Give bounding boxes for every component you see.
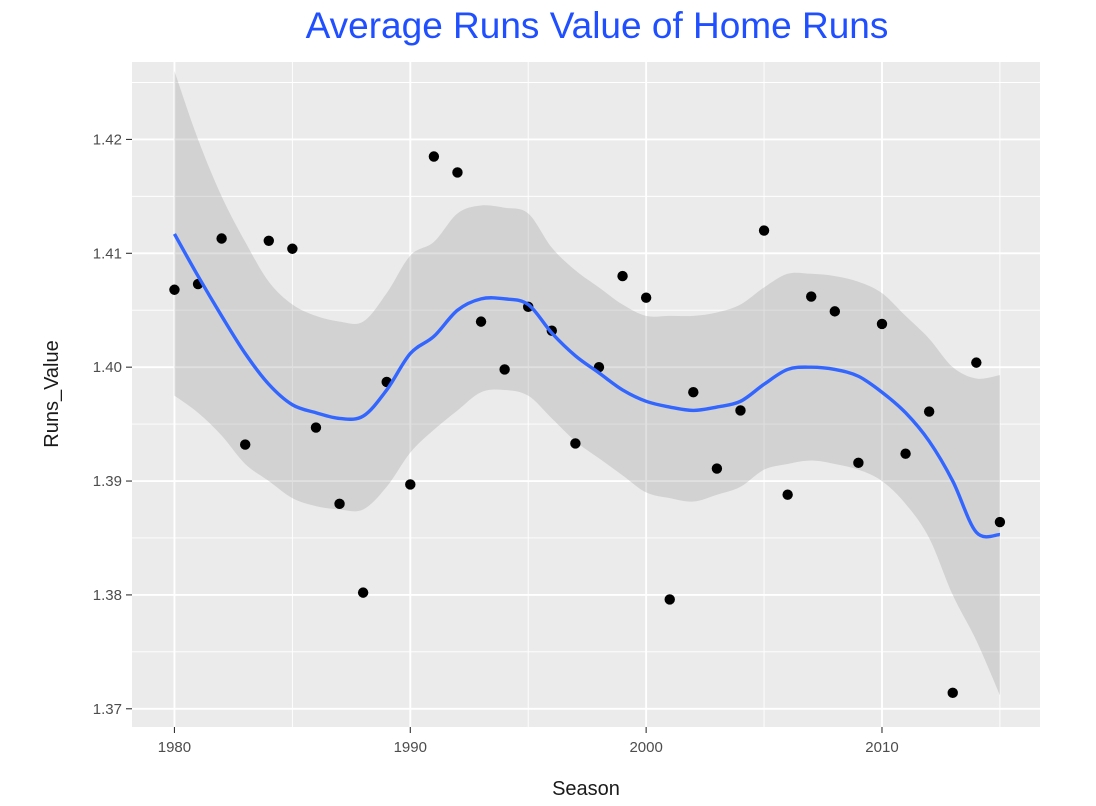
data-point-1999: [617, 270, 628, 282]
data-point-2014: [971, 357, 982, 368]
x-tick-label-2: 2000: [629, 739, 662, 756]
data-point-2003: [711, 463, 723, 474]
data-point-2000: [640, 292, 652, 303]
x-axis-title: Season: [552, 778, 620, 800]
data-point-1984: [263, 235, 274, 246]
data-point-1991: [428, 151, 440, 162]
grid-major: [132, 62, 1040, 727]
y-tick-label-5: 1.42: [93, 131, 122, 148]
data-point-1987: [334, 498, 345, 510]
data-point-2001: [664, 594, 675, 605]
smooth-line: [172, 233, 1001, 539]
data-point-2013: [947, 687, 958, 699]
y-tick-label-4: 1.41: [93, 245, 122, 262]
data-point-2008: [829, 306, 841, 317]
data-point-2002: [688, 387, 699, 398]
x-tick-label-1: 1990: [394, 739, 427, 756]
data-point-2006: [782, 489, 793, 500]
y-tick-label-2: 1.39: [93, 473, 122, 490]
x-tick-label-3: 2010: [865, 739, 898, 756]
data-point-1980: [169, 284, 180, 295]
chart-title: Average Runs Value of Home Runs: [306, 5, 889, 46]
data-point-2015: [994, 516, 1006, 528]
x-tick-label-0: 1980: [158, 739, 191, 756]
data-point-2005: [758, 225, 770, 236]
data-point-2010: [876, 318, 888, 330]
data-point-1997: [570, 438, 581, 449]
data-point-1986: [310, 422, 322, 433]
data-point-2012: [923, 406, 935, 417]
data-point-1983: [240, 439, 251, 450]
data-point-2004: [735, 405, 746, 416]
data-point-1993: [475, 316, 487, 327]
y-tick-label-1: 1.38: [93, 587, 122, 604]
data-point-1990: [405, 479, 416, 490]
y-axis: 1.37 1.38 1.39 1.40 1.41 1.42: [93, 131, 132, 718]
data-point-2007: [806, 291, 817, 302]
grid-minor: [132, 62, 1040, 727]
data-point-1992: [452, 167, 463, 178]
data-point-2009: [853, 457, 864, 469]
plot-panel: [132, 62, 1040, 727]
data-point-1994: [499, 364, 510, 375]
y-tick-label-0: 1.37: [93, 701, 122, 718]
data-point-2011: [900, 448, 911, 459]
x-axis: 1980 1990 2000 2010: [158, 727, 899, 756]
confidence-band: [174, 71, 1000, 696]
data-point-1982: [216, 233, 227, 244]
data-point-1988: [357, 587, 369, 598]
y-tick-label-3: 1.40: [93, 359, 122, 376]
data-point-1985: [287, 243, 298, 254]
y-axis-title: Runs_Value: [41, 340, 63, 447]
